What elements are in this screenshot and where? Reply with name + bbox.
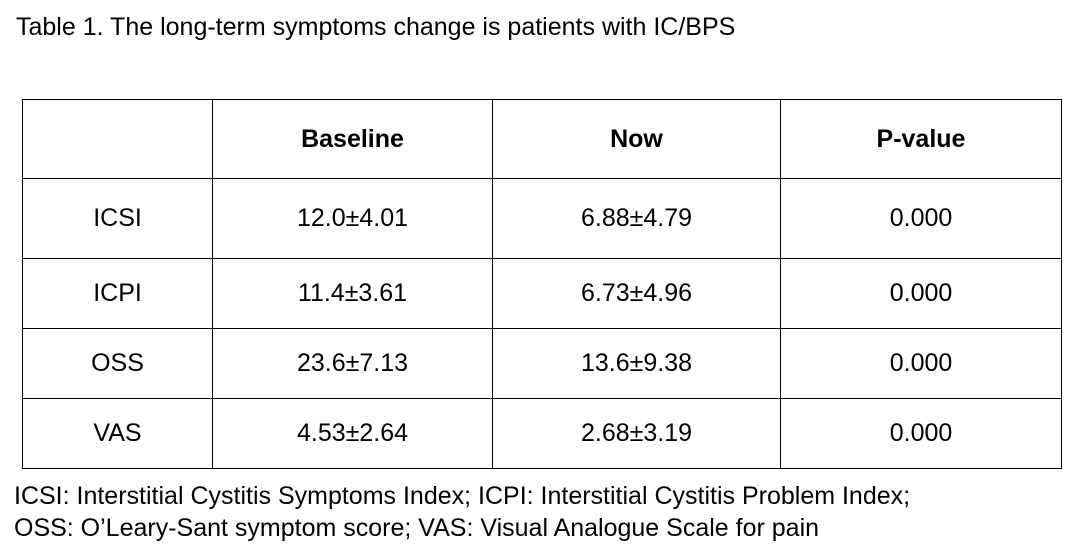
footnote-line-2: OSS: O’Leary-Sant symptom score; VAS: Vi…: [14, 514, 820, 542]
row-label-cell: ICSI: [22, 178, 213, 259]
baseline-cell: 11.4±3.61: [212, 258, 493, 329]
footnote-line-1: ICSI: Interstitial Cystitis Symptoms Ind…: [14, 482, 911, 510]
symptoms-table: Baseline Now P-value ICSI 12.0±4.01 6.88…: [22, 99, 1062, 469]
table-row: VAS 4.53±2.64 2.68±3.19 0.000: [22, 398, 1062, 469]
table-header-row: Baseline Now P-value: [22, 99, 1062, 179]
baseline-cell: 23.6±7.13: [212, 328, 493, 399]
p-value-cell: 0.000: [780, 398, 1062, 469]
table-footnote: ICSI: Interstitial Cystitis Symptoms Ind…: [14, 480, 910, 544]
table-row: ICSI 12.0±4.01 6.88±4.79 0.000: [22, 178, 1062, 259]
row-label-cell: ICPI: [22, 258, 213, 329]
row-label-cell: OSS: [22, 328, 213, 399]
baseline-cell: 12.0±4.01: [212, 178, 493, 259]
now-cell: 13.6±9.38: [492, 328, 781, 399]
row-label-cell: VAS: [22, 398, 213, 469]
header-cell-baseline: Baseline: [212, 99, 493, 179]
table-row: ICPI 11.4±3.61 6.73±4.96 0.000: [22, 258, 1062, 329]
table-caption: Table 1. The long-term symptoms change i…: [16, 13, 736, 41]
p-value-cell: 0.000: [780, 258, 1062, 329]
now-cell: 6.88±4.79: [492, 178, 781, 259]
p-value-cell: 0.000: [780, 178, 1062, 259]
baseline-cell: 4.53±2.64: [212, 398, 493, 469]
table-row: OSS 23.6±7.13 13.6±9.38 0.000: [22, 328, 1062, 399]
now-cell: 2.68±3.19: [492, 398, 781, 469]
header-cell-empty: [22, 99, 213, 179]
header-cell-p-value: P-value: [780, 99, 1062, 179]
header-cell-now: Now: [492, 99, 781, 179]
p-value-cell: 0.000: [780, 328, 1062, 399]
now-cell: 6.73±4.96: [492, 258, 781, 329]
